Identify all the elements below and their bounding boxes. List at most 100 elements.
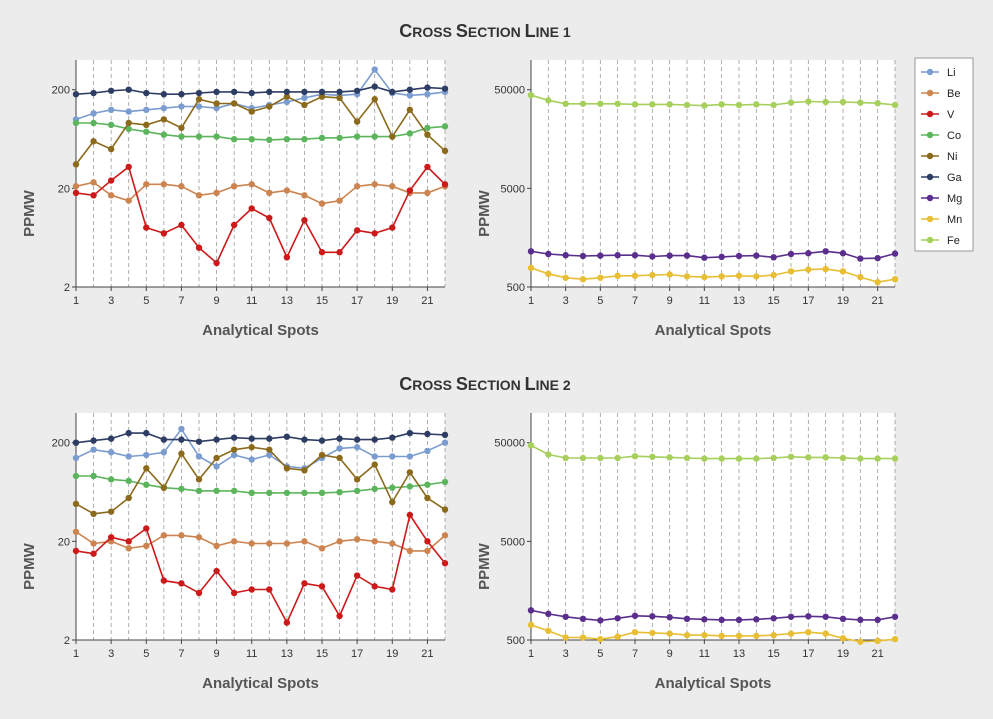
data-point — [424, 163, 431, 171]
data-point — [770, 631, 777, 639]
data-point — [735, 455, 743, 462]
data-point — [424, 430, 431, 438]
data-point — [406, 453, 414, 460]
x-tick-label: 3 — [108, 295, 114, 307]
x-tick-label: 19 — [837, 648, 849, 660]
x-axis-title: Analytical Spots — [655, 675, 772, 692]
x-tick-label: 9 — [214, 295, 220, 307]
data-point — [90, 138, 97, 145]
data-point — [143, 525, 150, 532]
data-point — [90, 446, 97, 453]
data-point — [213, 100, 220, 107]
data-point — [839, 98, 847, 106]
data-point — [107, 476, 115, 483]
data-point — [90, 437, 97, 444]
data-point — [125, 108, 132, 115]
legend-marker — [926, 89, 934, 97]
data-point — [248, 444, 255, 451]
data-point — [336, 612, 343, 620]
y-tick-label: 5000 — [501, 183, 525, 195]
data-point — [125, 86, 132, 93]
data-point — [579, 454, 587, 462]
x-tick-label: 11 — [699, 648, 710, 660]
data-point — [701, 102, 708, 109]
data-point — [230, 589, 238, 597]
series-line — [530, 94, 896, 107]
data-point — [857, 638, 864, 645]
series-v — [72, 163, 449, 267]
data-point — [353, 183, 361, 190]
x-tick-label: 13 — [733, 648, 745, 660]
data-point — [318, 200, 326, 207]
data-point — [195, 133, 203, 140]
data-point — [371, 583, 378, 590]
data-point — [718, 455, 725, 462]
data-point — [195, 534, 203, 541]
data-point — [178, 183, 185, 190]
data-point — [248, 89, 255, 97]
data-point — [213, 88, 220, 96]
data-point — [857, 255, 864, 262]
data-point — [353, 436, 361, 443]
data-point — [90, 119, 97, 127]
data-point — [649, 629, 656, 637]
data-point — [753, 101, 760, 108]
x-tick-label: 11 — [246, 648, 257, 660]
data-point — [527, 607, 535, 614]
y-tick-label: 5000 — [501, 536, 525, 548]
series-line — [530, 267, 896, 283]
data-point — [107, 145, 115, 153]
data-point — [178, 103, 185, 110]
y-axis-title: PPMW — [476, 542, 493, 590]
data-point — [72, 161, 80, 168]
data-point — [266, 214, 273, 222]
data-point — [683, 273, 691, 280]
data-point — [143, 429, 150, 437]
data-point — [718, 632, 725, 640]
data-point — [230, 88, 238, 96]
data-point — [441, 431, 449, 439]
data-point — [143, 128, 150, 135]
data-point — [353, 87, 361, 94]
data-point — [336, 454, 343, 462]
data-point — [805, 454, 812, 461]
data-point — [178, 485, 185, 493]
data-point — [301, 101, 308, 109]
x-tick-label: 9 — [214, 648, 220, 660]
y-tick-label: 20 — [58, 536, 70, 548]
data-point — [527, 621, 535, 629]
x-tick-label: 7 — [178, 295, 184, 307]
series-mn — [527, 264, 899, 286]
data-point — [441, 478, 449, 486]
data-point — [805, 250, 812, 257]
data-point — [753, 632, 760, 640]
data-point — [545, 270, 552, 278]
x-tick-label: 9 — [667, 295, 673, 307]
data-point — [441, 560, 449, 567]
data-point — [874, 455, 881, 462]
legend-item-ni: Ni — [921, 151, 957, 163]
data-point — [371, 461, 378, 468]
data-point — [735, 632, 743, 640]
data-point — [562, 100, 569, 107]
legend-item-v: V — [921, 109, 955, 121]
data-point — [336, 88, 343, 96]
series-fe — [527, 442, 899, 462]
series-v — [72, 511, 449, 626]
data-point — [545, 610, 552, 618]
data-point — [614, 615, 621, 622]
data-point — [562, 274, 569, 281]
series-line — [75, 95, 446, 165]
data-point — [406, 469, 414, 476]
x-tick-label: 7 — [632, 295, 638, 307]
data-point — [389, 540, 396, 547]
data-point — [822, 613, 829, 620]
data-point — [195, 589, 203, 597]
data-point — [770, 254, 777, 261]
data-point — [143, 181, 150, 188]
data-point — [770, 271, 777, 279]
data-point — [125, 545, 132, 552]
legend-marker — [926, 173, 934, 181]
data-point — [597, 635, 604, 643]
y-tick-label: 500 — [507, 635, 525, 647]
